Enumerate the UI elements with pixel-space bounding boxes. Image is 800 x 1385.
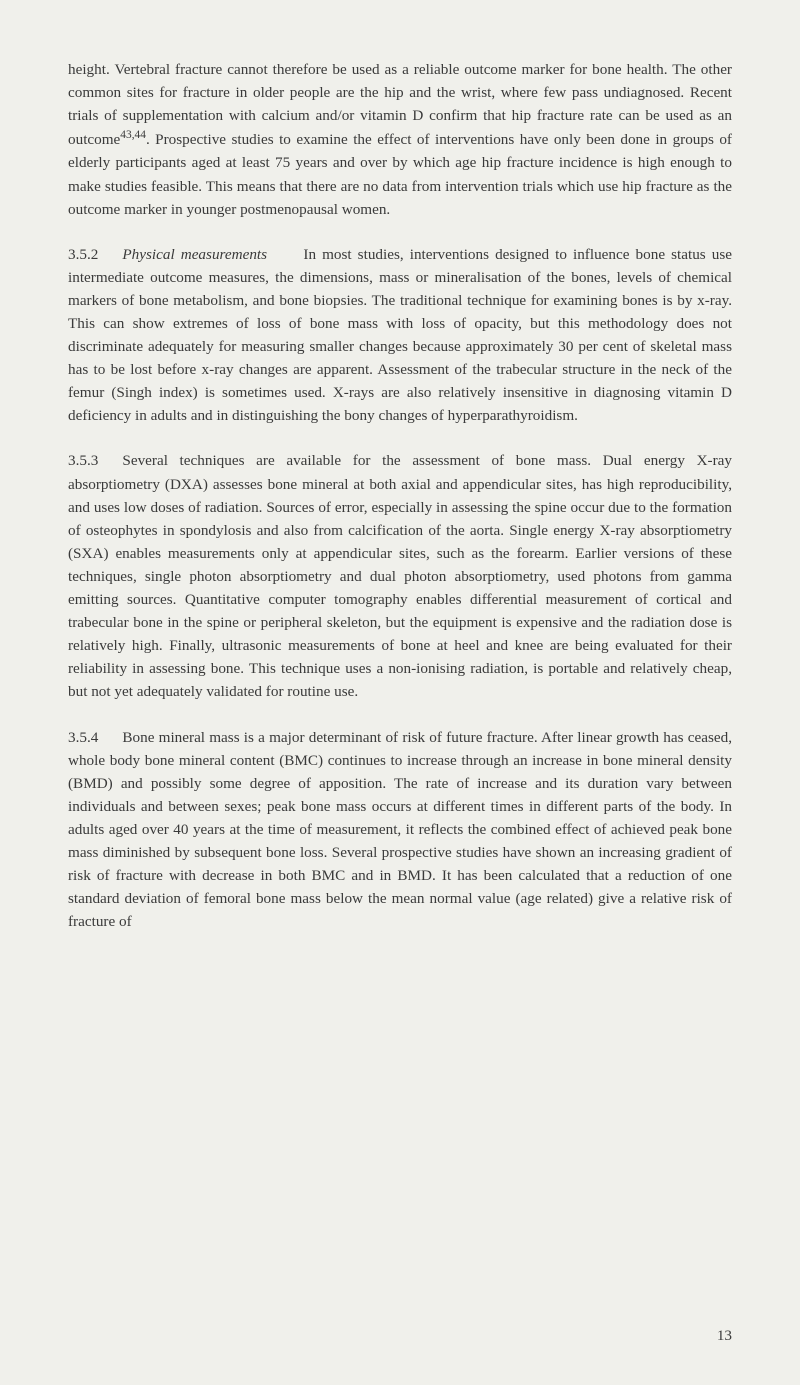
section-title-352: Physical measurements: [122, 246, 267, 263]
paragraph-3-text: Several techniques are available for the…: [68, 452, 732, 700]
paragraph-3: 3.5.3Several techniques are available fo…: [68, 449, 732, 703]
section-number-353: 3.5.3: [68, 452, 98, 469]
paragraph-1-superscript: 43,44: [120, 129, 146, 141]
paragraph-4-text: Bone mineral mass is a major determinant…: [68, 729, 732, 931]
section-number-352: 3.5.2: [68, 246, 98, 263]
paragraph-4: 3.5.4Bone mineral mass is a major determ…: [68, 726, 732, 934]
paragraph-2: 3.5.2 Physical measurements In most studi…: [68, 243, 732, 428]
paragraph-2-text: In most studies, interventions designed …: [68, 246, 732, 425]
section-number-354: 3.5.4: [68, 729, 98, 746]
paragraph-1: height. Vertebral fracture cannot theref…: [68, 58, 732, 221]
paragraph-1-text-after: . Prospective studies to examine the eff…: [68, 131, 732, 217]
page-number: 13: [717, 1324, 732, 1347]
